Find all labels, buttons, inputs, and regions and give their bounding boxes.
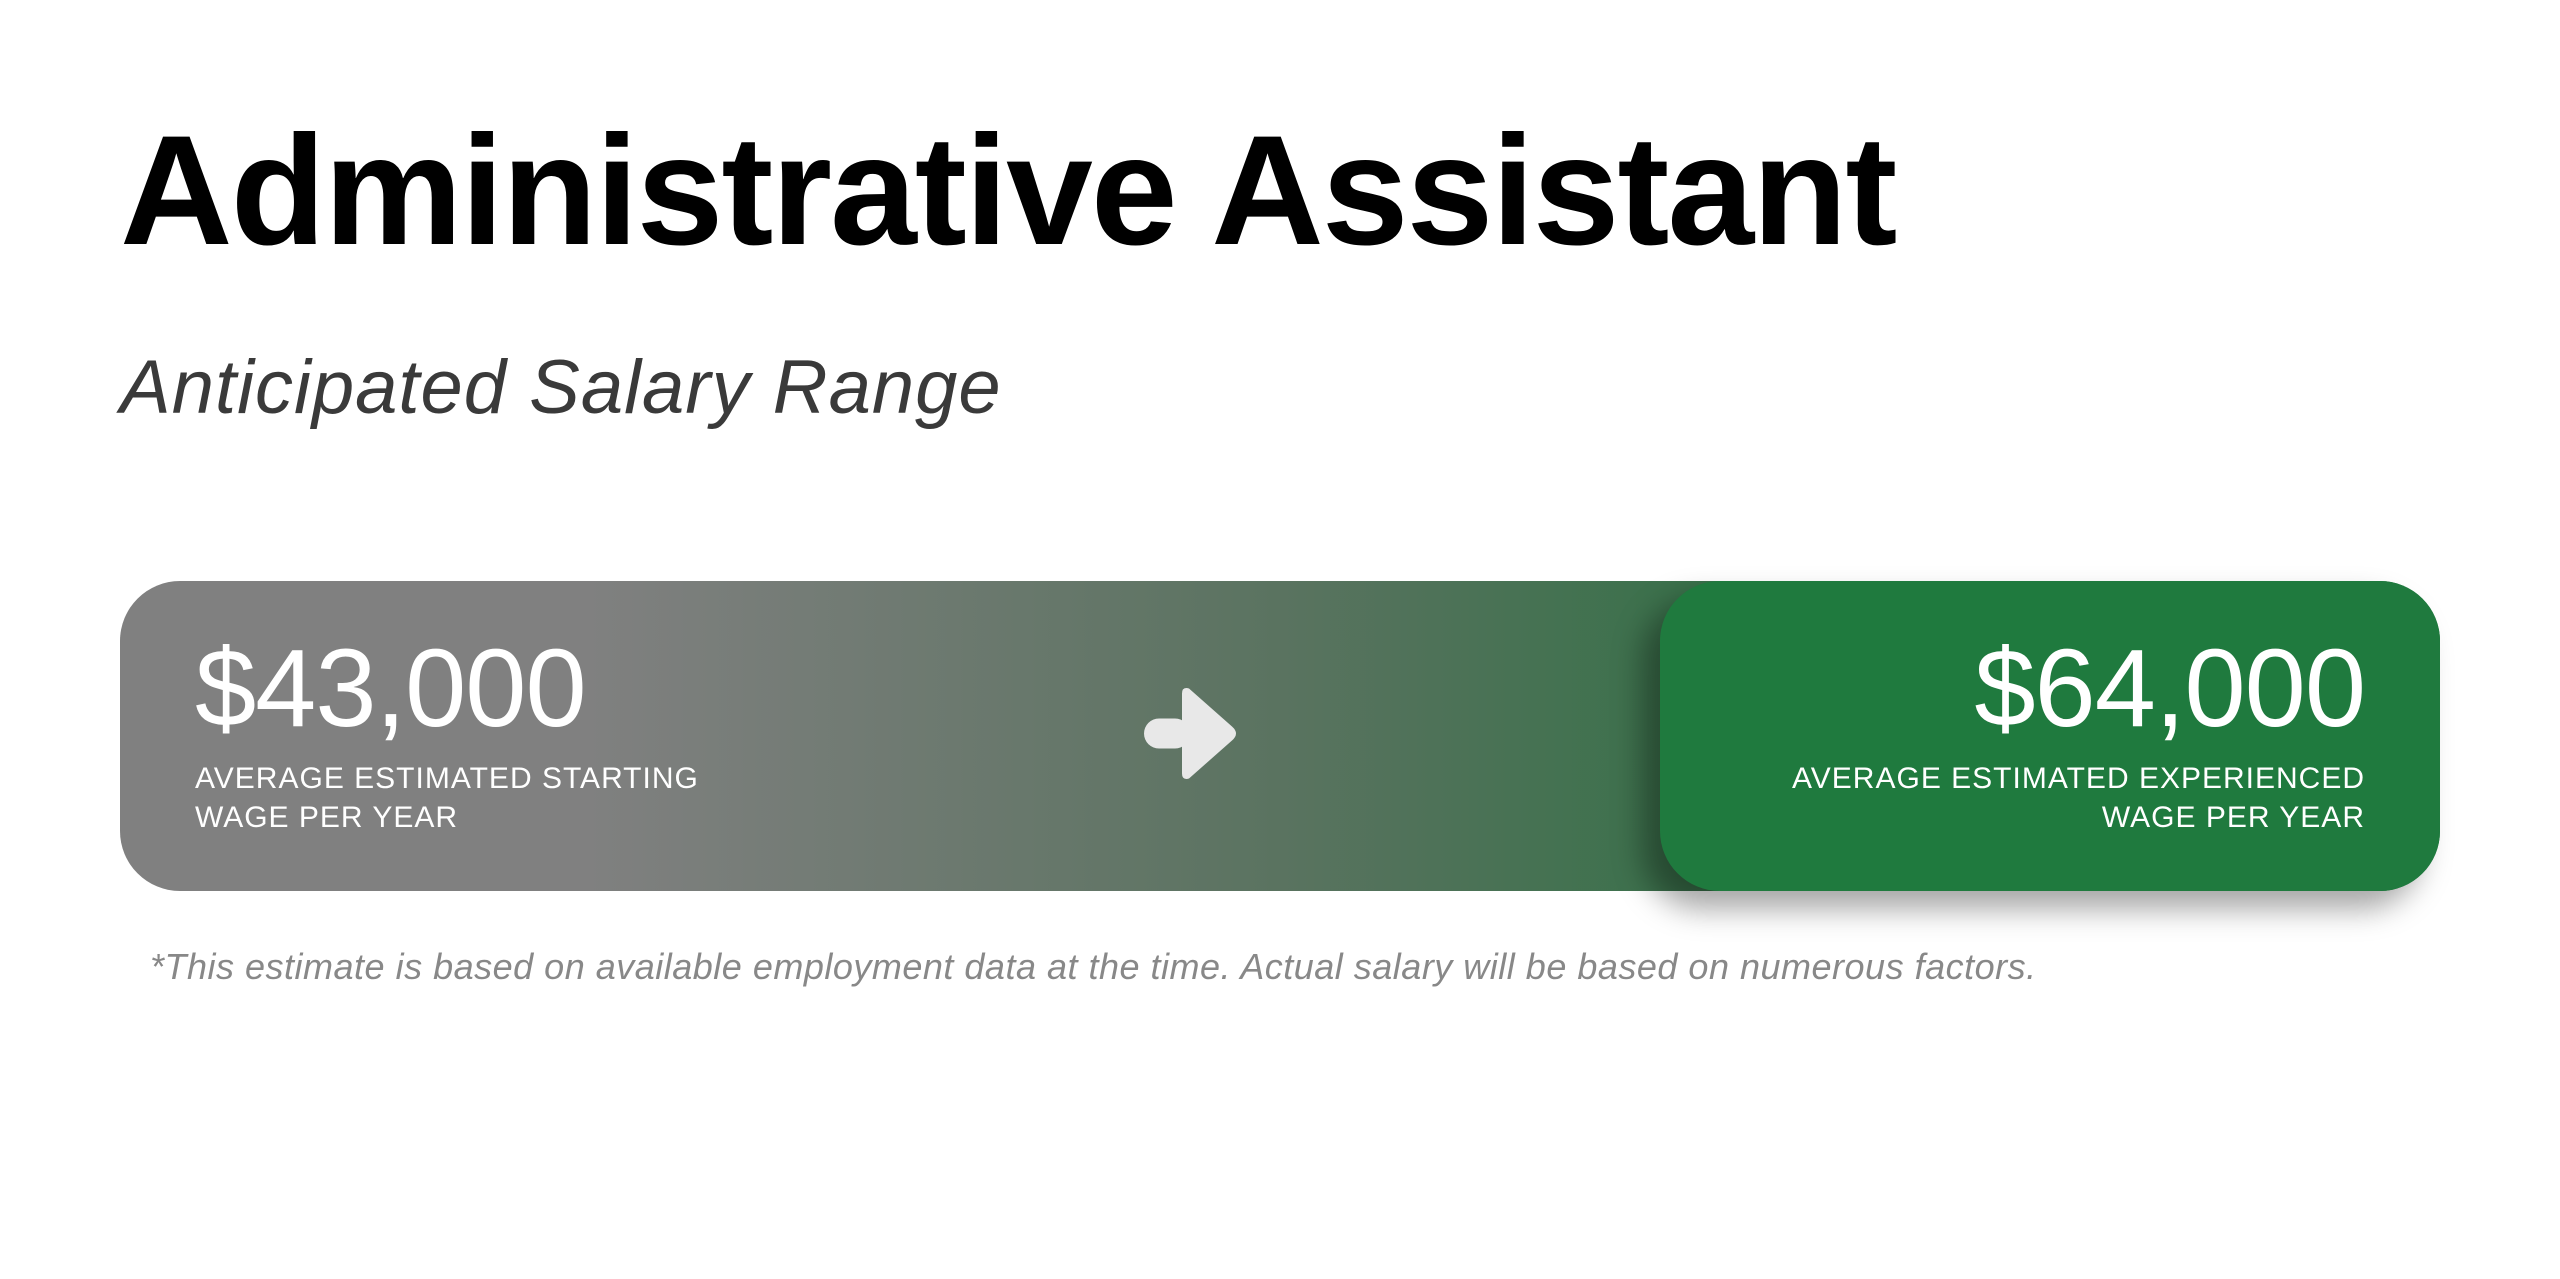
starting-salary-label-line1: AVERAGE ESTIMATED STARTING — [195, 762, 699, 795]
salary-range-bar: $43,000 AVERAGE ESTIMATED STARTING WAGE … — [120, 581, 2440, 891]
experienced-salary-value: $64,000 — [1974, 634, 2365, 744]
starting-salary-label: AVERAGE ESTIMATED STARTING WAGE PER YEAR — [195, 759, 699, 837]
experienced-salary-label-line1: AVERAGE ESTIMATED EXPERIENCED — [1792, 762, 2365, 795]
starting-salary-label-line2: WAGE PER YEAR — [195, 801, 458, 834]
page-title: Administrative Assistant — [120, 110, 2440, 274]
experienced-salary-block: $64,000 AVERAGE ESTIMATED EXPERIENCED WA… — [1660, 581, 2440, 891]
page-subtitle: Anticipated Salary Range — [120, 344, 2440, 431]
footnote-text: *This estimate is based on available emp… — [120, 946, 2440, 988]
starting-salary-block: $43,000 AVERAGE ESTIMATED STARTING WAGE … — [120, 581, 699, 891]
experienced-salary-label: AVERAGE ESTIMATED EXPERIENCED WAGE PER Y… — [1792, 759, 2365, 837]
arrow-icon — [1132, 678, 1242, 793]
starting-salary-value: $43,000 — [195, 634, 699, 744]
experienced-salary-label-line2: WAGE PER YEAR — [2102, 801, 2365, 834]
